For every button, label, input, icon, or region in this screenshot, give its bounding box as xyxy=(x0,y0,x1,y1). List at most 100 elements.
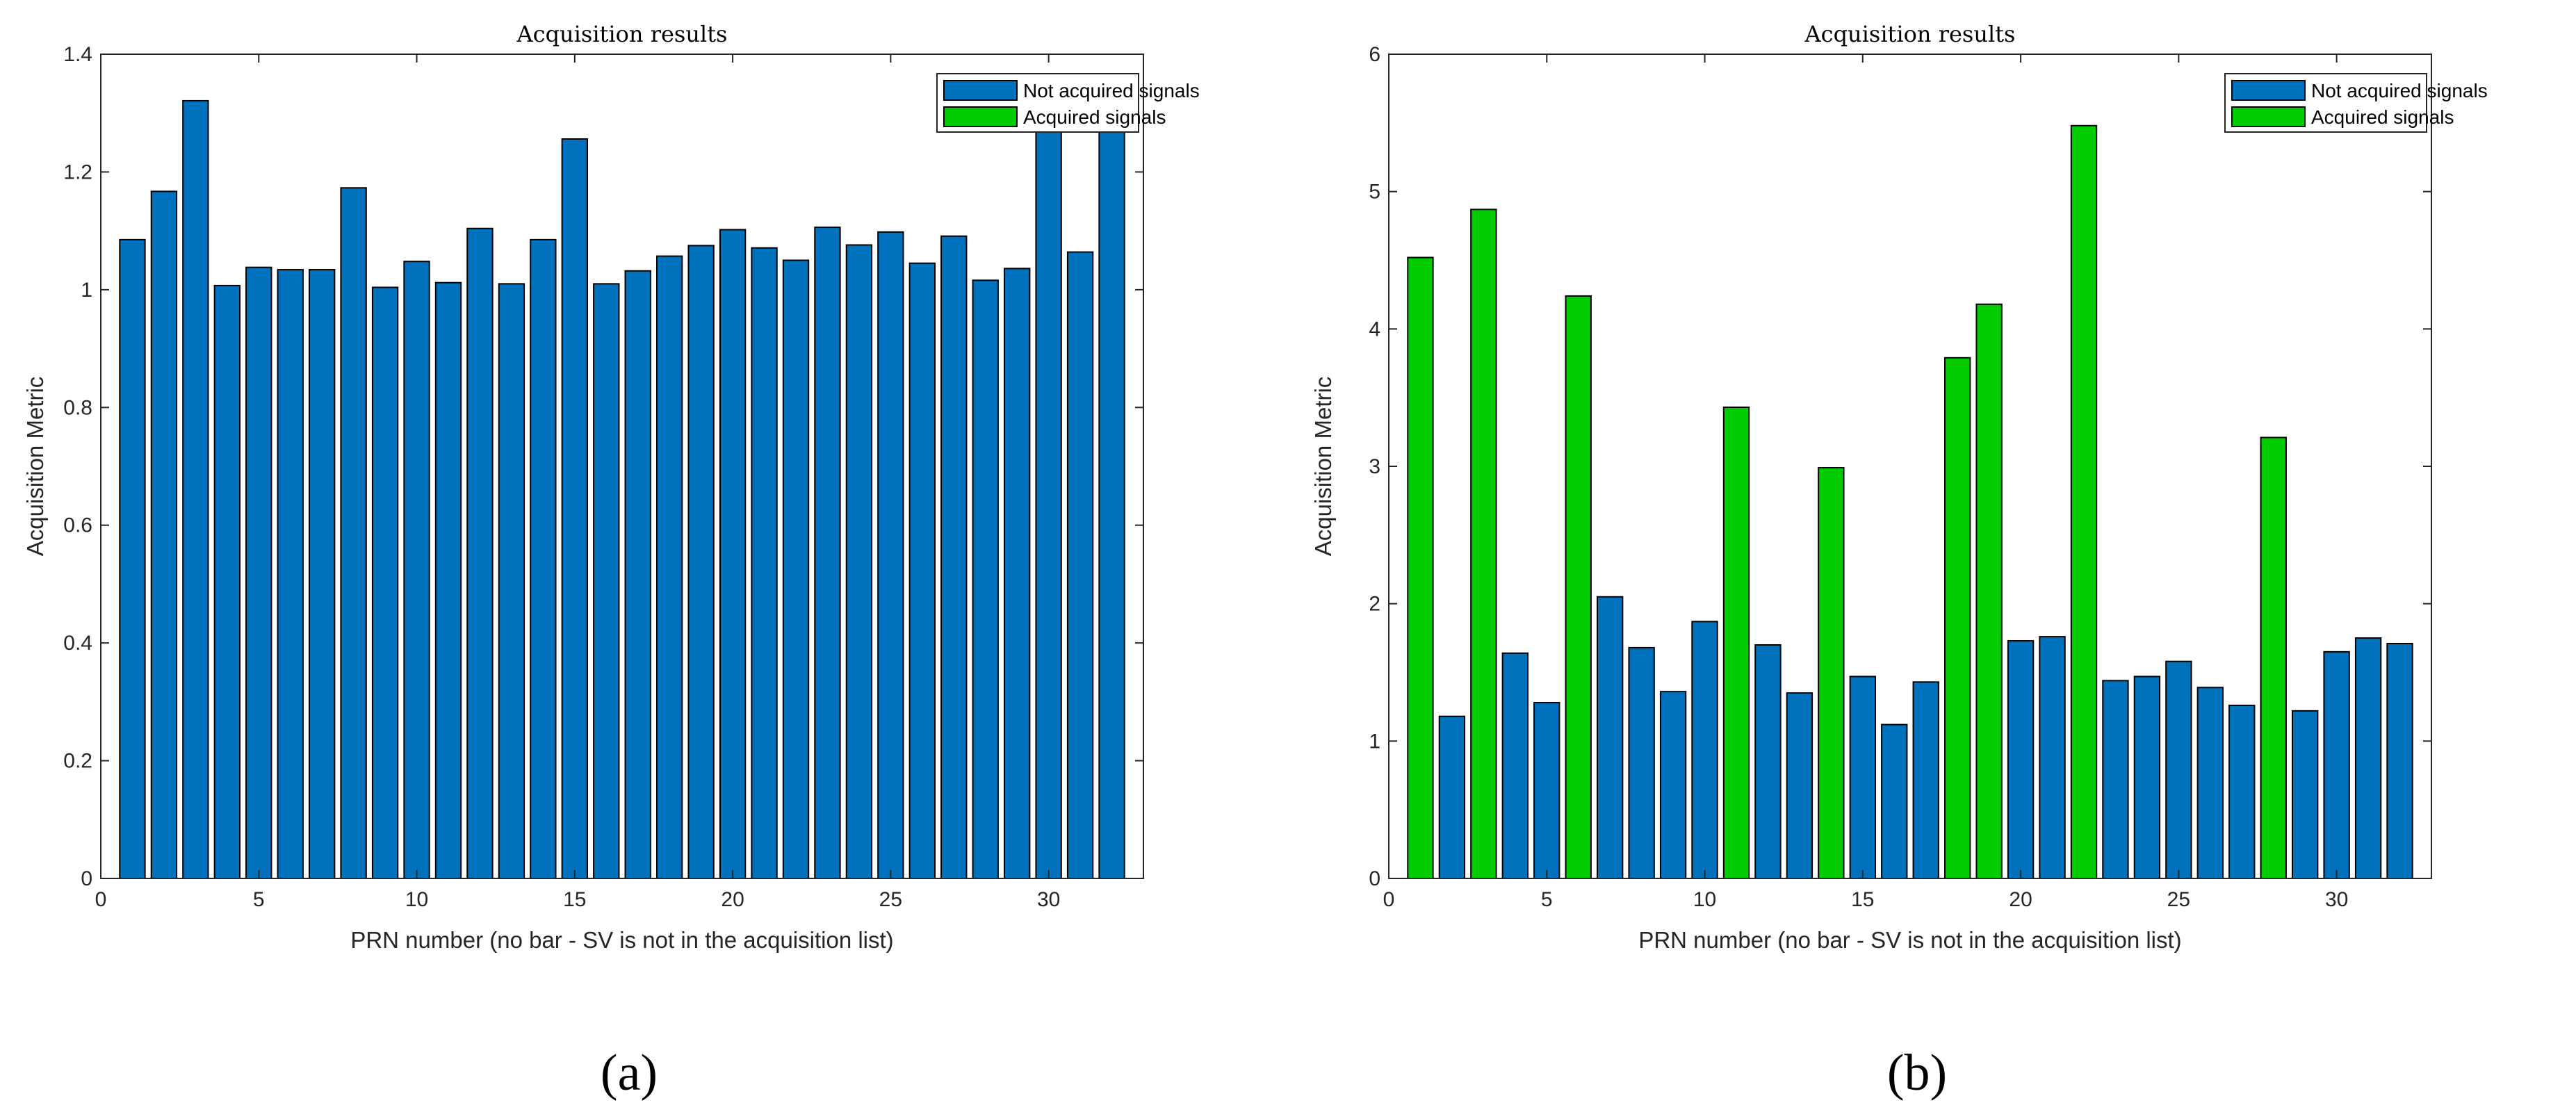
y-tick-label: 3 xyxy=(1369,455,1380,478)
bar-prn-29 xyxy=(1004,268,1031,879)
chart-title: Acquisition results xyxy=(1804,21,2016,47)
y-tick-label: 0.6 xyxy=(63,514,92,537)
x-tick-label: 15 xyxy=(563,888,586,911)
y-tick-label: 1 xyxy=(81,279,92,302)
x-axis-label: PRN number (no bar - SV is not in the ac… xyxy=(350,927,893,953)
y-tick-label: 0.4 xyxy=(63,632,92,655)
legend: Not acquired signals Acquired signals xyxy=(936,73,1200,133)
bar-prn-19 xyxy=(1975,303,2003,879)
bar-prn-5 xyxy=(1533,701,1560,879)
x-tick-label: 25 xyxy=(879,888,902,911)
bar-prn-6 xyxy=(1565,295,1592,879)
bar-prn-12 xyxy=(1754,644,1782,879)
y-tick-label: 1 xyxy=(1369,730,1380,753)
bar-prn-21 xyxy=(2039,636,2066,879)
bar-prn-7 xyxy=(309,269,336,879)
bar-prn-28 xyxy=(972,279,999,879)
bar-prn-17 xyxy=(624,270,651,879)
bar-prn-23 xyxy=(2102,680,2129,879)
axes-box xyxy=(100,54,1144,879)
bar-prn-25 xyxy=(877,231,904,879)
legend-label-acquired: Acquired signals xyxy=(2311,106,2454,128)
y-tick-label: 0 xyxy=(81,867,92,890)
legend-label-acquired: Acquired signals xyxy=(1023,106,1166,128)
bar-prn-2 xyxy=(1438,715,1466,879)
bar-prn-18 xyxy=(1944,357,1971,879)
bar-prn-23 xyxy=(814,227,841,879)
plot-area xyxy=(101,54,1143,878)
x-tick-label: 20 xyxy=(721,888,744,911)
x-tick-label: 10 xyxy=(1693,888,1716,911)
bar-prn-22 xyxy=(782,259,810,879)
panel-label-a: (a) xyxy=(601,1045,658,1102)
bar-chart-b: 0 5 10 15 20 25 30 0 1 2 3 4 5 6 Acquisition results PR… xyxy=(1310,21,2488,1102)
x-tick-label: 25 xyxy=(2167,888,2190,911)
bar-prn-14 xyxy=(530,238,557,880)
y-axis-label: Acquisition Metric xyxy=(22,377,48,557)
x-tick-label: 0 xyxy=(1383,888,1395,911)
bar-prn-4 xyxy=(1501,652,1529,880)
bar-prn-2 xyxy=(150,190,178,879)
bar-prn-26 xyxy=(2196,687,2224,879)
bar-prn-9 xyxy=(1659,691,1687,879)
y-tick-label: 1.4 xyxy=(63,43,92,66)
bar-prn-8 xyxy=(340,187,367,879)
bar-prn-21 xyxy=(751,247,778,879)
y-tick-label: 0.2 xyxy=(63,750,92,773)
plot-area xyxy=(1389,54,2431,878)
x-axis-label: PRN number (no bar - SV is not in the ac… xyxy=(1638,927,2181,953)
legend-label-not-acquired: Not acquired signals xyxy=(2311,80,2488,101)
x-tick-label: 30 xyxy=(1037,888,1060,911)
y-tick-label: 1.2 xyxy=(63,161,92,183)
bar-prn-31 xyxy=(2354,637,2382,880)
legend-label-not-acquired: Not acquired signals xyxy=(1023,80,1200,101)
bar-prn-4 xyxy=(213,284,241,879)
y-tick-label: 5 xyxy=(1369,181,1380,204)
bar-prn-32 xyxy=(2386,642,2413,879)
bar-prn-10 xyxy=(1691,621,1718,879)
bar-prn-14 xyxy=(1818,466,1845,879)
chart-panel-a: 0 5 10 15 20 25 30 0 0.2 0.4 0.6 0.8 1 1.2 1.4 Acquisit… xyxy=(22,21,1200,1102)
bar-prn-26 xyxy=(908,262,936,879)
bar-prn-18 xyxy=(656,255,683,879)
x-tick-label: 0 xyxy=(95,888,107,911)
y-tick-label: 0 xyxy=(1369,867,1380,890)
bar-prn-28 xyxy=(2260,436,2287,879)
x-tick-label: 20 xyxy=(2009,888,2032,911)
bar-prn-6 xyxy=(277,269,304,879)
bar-prn-3 xyxy=(1470,208,1497,879)
legend-swatch-acquired xyxy=(943,106,1018,127)
bar-prn-22 xyxy=(2070,124,2098,879)
bar-prn-11 xyxy=(434,281,462,879)
bar-prn-15 xyxy=(561,138,589,880)
bar-prn-27 xyxy=(2228,704,2256,879)
x-tick-label: 15 xyxy=(1851,888,1874,911)
bar-prn-9 xyxy=(371,286,399,880)
bar-prn-19 xyxy=(687,245,715,879)
bar-prn-3 xyxy=(182,99,209,879)
x-tick-label: 10 xyxy=(405,888,428,911)
bar-prn-5 xyxy=(245,266,272,880)
bar-prn-10 xyxy=(403,261,430,879)
bar-prn-1 xyxy=(119,238,146,880)
legend-swatch-acquired xyxy=(2231,106,2306,127)
bar-prn-17 xyxy=(1912,681,1939,880)
legend-swatch-not-acquired xyxy=(2231,80,2306,101)
bar-prn-24 xyxy=(2133,676,2161,879)
bar-prn-32 xyxy=(1098,100,1125,879)
bar-prn-11 xyxy=(1722,407,1750,879)
bar-chart-a: 0 5 10 15 20 25 30 0 0.2 0.4 0.6 0.8 1 1.2 1.4 Acquisit… xyxy=(22,21,1200,1102)
bar-prn-16 xyxy=(1881,723,1908,879)
bar-prn-30 xyxy=(2323,650,2350,879)
bar-prn-20 xyxy=(2007,640,2035,879)
bar-prn-25 xyxy=(2165,660,2192,879)
y-tick-label: 0.8 xyxy=(63,396,92,419)
bar-prn-15 xyxy=(1849,676,1877,879)
legend: Not acquired signals Acquired signals xyxy=(2224,73,2488,133)
bar-prn-7 xyxy=(1597,596,1624,880)
bar-prn-24 xyxy=(845,244,873,880)
chart-panel-b: 0 5 10 15 20 25 30 0 1 2 3 4 5 6 Acquisition results PR… xyxy=(1288,0,2576,1105)
bar-prn-13 xyxy=(498,283,525,879)
bar-prn-27 xyxy=(940,235,968,879)
bar-prn-16 xyxy=(593,283,620,879)
